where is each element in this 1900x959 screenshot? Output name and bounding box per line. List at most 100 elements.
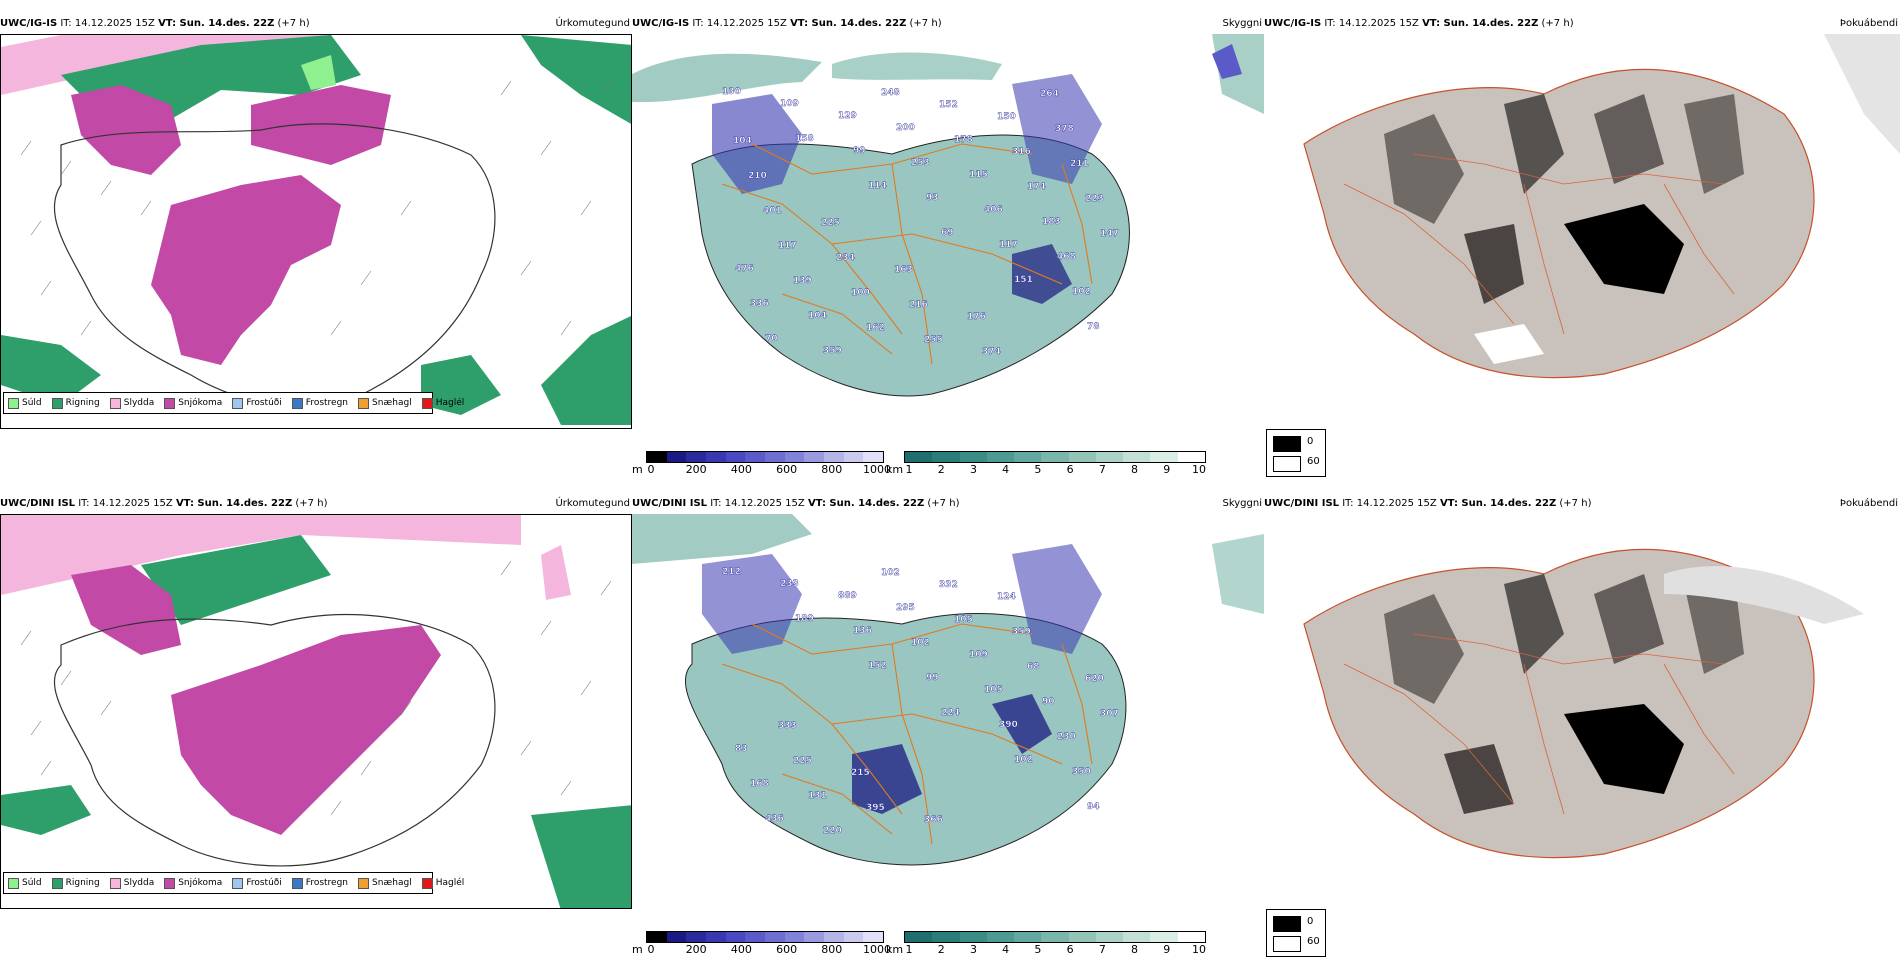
colorbar-segment — [1014, 932, 1042, 942]
panel-title: Þokuábendi — [1839, 498, 1898, 509]
fog-panel-bottom: UWC/DINI ISL IT: 14.12.2025 15Z VT: Sun.… — [1264, 494, 1900, 959]
legend-item: Frostúði — [232, 877, 282, 889]
legend-item: Haglél — [421, 397, 464, 409]
cloud-base-label: 307 — [1100, 709, 1119, 719]
colorbar-tick-label: 9 — [1163, 463, 1171, 476]
colorbar-bar — [904, 931, 1206, 943]
cloud-base-label: 436 — [765, 814, 784, 824]
init-time: IT: 14.12.2025 15Z — [1342, 498, 1437, 509]
colorbar-segment — [1150, 452, 1178, 462]
init-time: IT: 14.12.2025 15Z — [60, 18, 155, 29]
swatch — [232, 877, 244, 889]
legend-label: Frostúði — [246, 398, 282, 408]
cloud-base-label: 78 — [1087, 322, 1100, 332]
cloud-panel-top: UWC/IG-IS IT: 14.12.2025 15Z VT: Sun. 14… — [632, 14, 1326, 479]
colorbar-segment — [863, 452, 884, 462]
colorbar-unit: m — [632, 463, 643, 476]
colorbar-segment — [932, 932, 960, 942]
cloud-base-label: 234 — [836, 253, 855, 263]
cloud-base-label: 102 — [881, 568, 900, 578]
legend-label: Snæhagl — [372, 878, 412, 888]
cloud-base-label: 94 — [1087, 802, 1100, 812]
colorbar-segment — [1095, 932, 1124, 942]
precip-panel-bottom: UWC/DINI ISL IT: 14.12.2025 15Z VT: Sun.… — [0, 494, 632, 959]
colorbar-tick-label: 600 — [776, 463, 798, 476]
colorbar-segment — [765, 452, 785, 462]
cloud-base-label: 476 — [735, 264, 754, 274]
cloud-base-label: 176 — [967, 312, 986, 322]
colorbar-segment — [804, 452, 825, 462]
swatch — [164, 397, 176, 409]
fog-map — [1264, 514, 1900, 909]
valid-time: VT: Sun. 14.des. 22Z — [807, 498, 925, 509]
cloud-base-label: 215 — [851, 768, 870, 778]
colorbar-segment — [959, 932, 987, 942]
colorbar-tick-label: 4 — [1002, 463, 1010, 476]
cloud-base-label: 189 — [795, 614, 814, 624]
colorbar-ticks: 0 200 400 600 800 1000 — [646, 943, 892, 959]
cloud-base-label: 295 — [896, 603, 915, 613]
valid-time: VT: Sun. 14.des. 22Z — [1439, 498, 1557, 509]
cloud-labels-layer-top: 130 158 114 69 151 78 109 99 93 117 102 70 129 253 406… — [722, 87, 1119, 357]
colorbar-bar — [904, 451, 1206, 463]
cloud-base-label: 93 — [926, 193, 939, 203]
precip-map: Súld Rigning Slydda Snjókoma Frostúði Fr… — [0, 514, 632, 909]
cloud-base-label: 147 — [1100, 229, 1119, 239]
cloud-base-label: 620 — [1085, 674, 1104, 684]
swatch — [421, 877, 433, 889]
cloud-base-label: 151 — [1014, 275, 1033, 285]
cloud-base-label: 124 — [997, 592, 1016, 602]
swatch — [232, 397, 244, 409]
colorbar-segment — [1123, 932, 1151, 942]
colorbar-segment — [1041, 932, 1069, 942]
cloud-base-label: 152 — [939, 100, 958, 110]
colorbar-segment — [666, 452, 687, 462]
legend-label: Slydda — [123, 398, 155, 408]
cloud-base-label: 83 — [735, 744, 748, 754]
colorbar-segment — [784, 452, 805, 462]
cloud-base-label: 99 — [926, 673, 939, 683]
cloud-base-label: 253 — [911, 158, 930, 168]
cloud-base-label: 70 — [765, 334, 778, 344]
legend-label: 60 — [1307, 456, 1320, 467]
swatch — [291, 877, 303, 889]
legend-item: Slydda — [109, 877, 154, 889]
colorbar-tick-label: 8 — [1131, 463, 1139, 476]
cloud-base-label: 359 — [823, 346, 842, 356]
colorbar-tick-label: 6 — [1066, 463, 1074, 476]
colorbar-ticks: 1 2 3 4 5 6 7 8 9 10 — [904, 463, 1207, 479]
colorbar-segment — [666, 932, 687, 942]
colorbar-segment — [647, 452, 667, 462]
legend-item: Rigning — [51, 877, 100, 889]
cloud-base-label: 359 — [1012, 627, 1031, 637]
valid-time: VT: Sun. 14.des. 22Z — [1422, 18, 1539, 29]
model-name: UWC/IG-IS — [1264, 18, 1322, 29]
elevation-colorbar: m 0 200 400 600 800 1000 — [632, 451, 891, 479]
cloud-base-label: 406 — [984, 205, 1003, 215]
cloud-base-label: 163 — [894, 265, 913, 275]
colorbar-segment — [905, 932, 933, 942]
cloud-base-label: 68 — [1027, 662, 1040, 672]
legend-item: Snæhagl — [358, 877, 412, 889]
colorbar-segment — [745, 452, 766, 462]
cloud-base-label: 102 — [1014, 755, 1033, 765]
cloud-base-label: 69 — [941, 228, 954, 238]
visibility-colorbar: km 1 2 3 4 5 6 7 8 9 10 — [886, 931, 1206, 959]
colorbar-segment — [824, 452, 844, 462]
panel-header: UWC/DINI ISL IT: 14.12.2025 15Z VT: Sun.… — [0, 494, 632, 514]
cloud-base-label: 100 — [851, 288, 870, 298]
cloud-base-label: 105 — [954, 615, 973, 625]
colorbar-segment — [804, 932, 825, 942]
valid-time: VT: Sun. 14.des. 22Z — [158, 18, 275, 29]
cloud-base-label: 115 — [969, 170, 988, 180]
colorbar-segment — [986, 452, 1015, 462]
init-time: IT: 14.12.2025 15Z — [78, 498, 173, 509]
cloud-base-label: 316 — [1012, 147, 1031, 157]
cloud-base-label: 152 — [868, 661, 887, 671]
lead-time: (+7 h) — [927, 498, 960, 509]
cloud-base-label: 200 — [896, 123, 915, 133]
colorbar-segment — [1068, 932, 1096, 942]
legend-label: 0 — [1307, 436, 1314, 447]
legend-label: Frostregn — [305, 398, 349, 408]
swatch — [358, 397, 370, 409]
